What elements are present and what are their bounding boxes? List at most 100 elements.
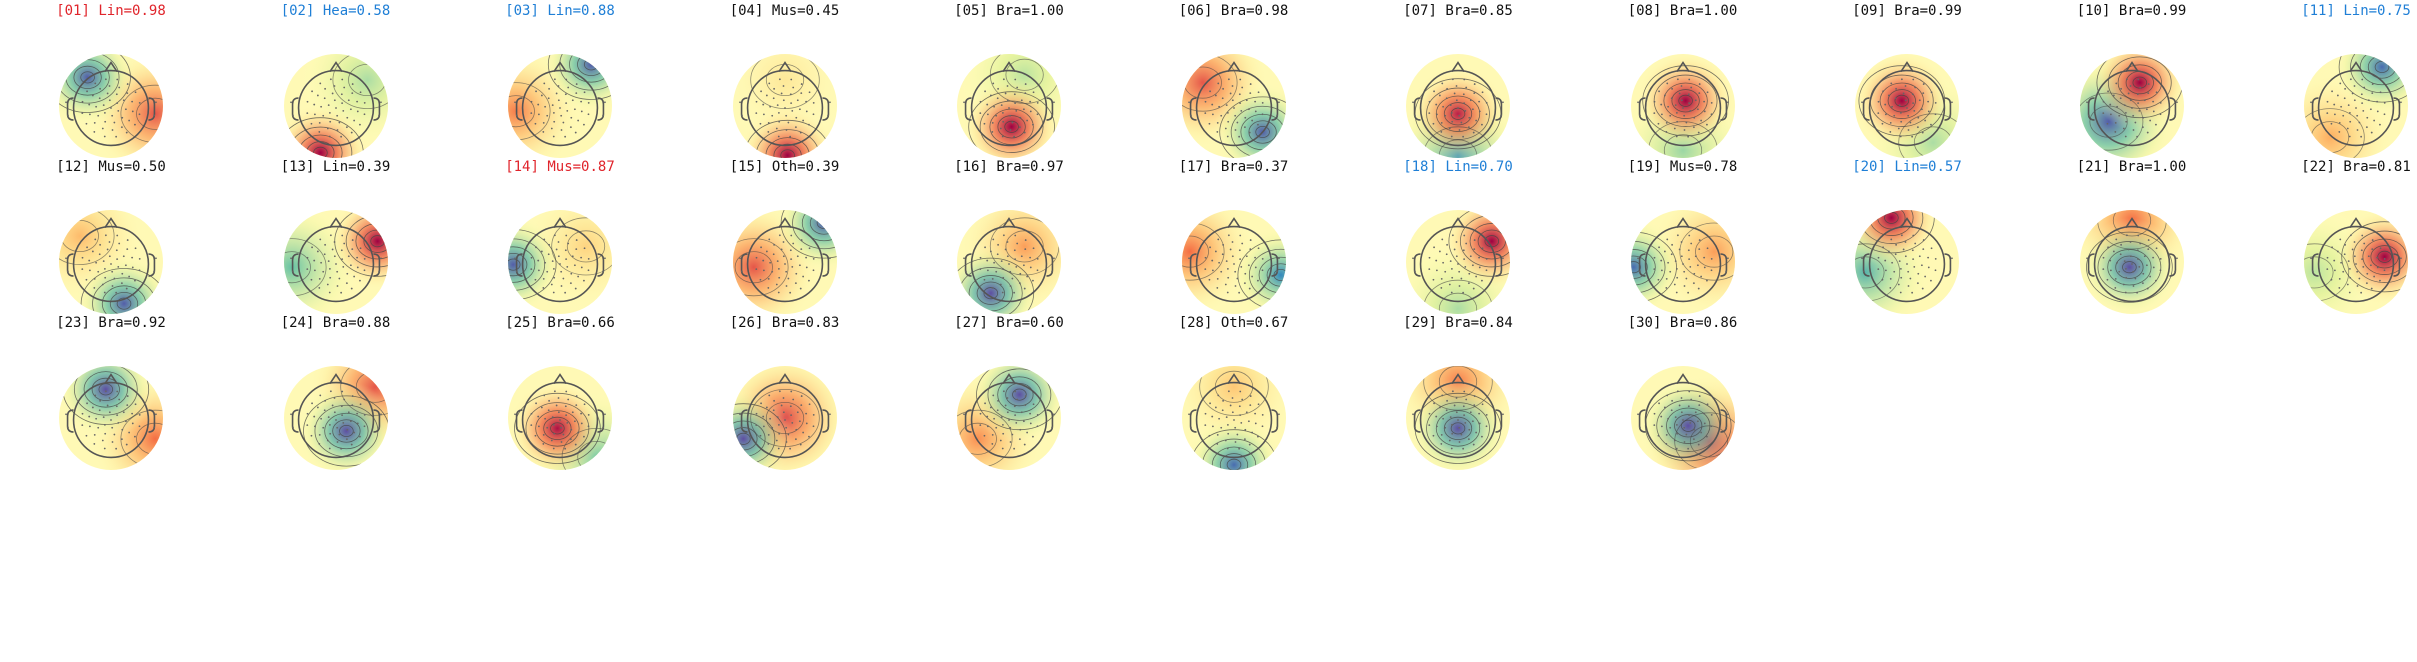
sensor-dot [340, 102, 343, 105]
sensor-dot [318, 238, 321, 241]
sensor-dot [318, 277, 321, 280]
sensor-dot [1261, 113, 1263, 116]
sensor-dot [1657, 246, 1660, 249]
sensor-dot [740, 270, 743, 273]
sensor-dot [1881, 122, 1884, 125]
sensor-dot [1710, 113, 1712, 116]
sensor-dot [2129, 99, 2132, 102]
sensor-dot [118, 242, 121, 245]
topomap-cell: [02] Hea=0.58 [224, 0, 448, 190]
sensor-dot [789, 258, 792, 261]
contour-line [59, 54, 131, 113]
sensor-dot [1914, 242, 1917, 245]
sensor-dot [2129, 241, 2131, 243]
sensor-dot [1261, 101, 1264, 104]
sensor-dot [85, 278, 88, 281]
sensor-dot [759, 90, 762, 93]
contour-line [2341, 221, 2408, 293]
scalp-topomap [1406, 366, 1510, 470]
sensor-dot [1684, 121, 1687, 124]
sensor-dot [1229, 92, 1232, 95]
sensor-dot [2155, 247, 2157, 250]
sensor-dot [754, 424, 757, 427]
sensor-dot [2356, 270, 2359, 273]
sensor-dot [777, 447, 780, 450]
sensor-dot [1951, 257, 1953, 260]
sensor-dot [1214, 94, 1217, 97]
sensor-dot [1460, 121, 1463, 124]
sensor-dot [1210, 259, 1213, 262]
sensor-dot [2360, 291, 2363, 294]
sensor-dot [1665, 82, 1668, 85]
sensor-dot [1699, 431, 1702, 434]
sensor-dot [799, 131, 802, 134]
contour-line [1894, 94, 1910, 107]
ear-outline [2393, 97, 2401, 121]
sensor-dot [801, 119, 804, 122]
sensor-dot [122, 411, 125, 414]
sensor-dot [1913, 109, 1916, 112]
sensor-dot [754, 112, 757, 115]
sensor-dot [336, 285, 338, 287]
contour-line [1426, 402, 1490, 455]
sensor-dot [1911, 291, 1914, 294]
sensor-dot [1441, 82, 1444, 85]
sensor-dot [1904, 85, 1907, 87]
sensor-dot [559, 107, 561, 109]
ear-outline [291, 253, 299, 277]
sensor-dot [786, 277, 789, 280]
sensor-dot [116, 102, 119, 105]
sensor-dot [1233, 426, 1236, 429]
sensor-dot [2152, 266, 2155, 269]
contour-line [91, 377, 120, 402]
sensor-dot [1450, 111, 1453, 114]
sensor-dot [999, 127, 1002, 130]
sensor-dot [108, 411, 111, 414]
sensor-dot [103, 111, 106, 114]
ear-outline [1638, 253, 1646, 277]
sensor-dot [115, 291, 118, 294]
sensor-dot [327, 416, 330, 419]
sensor-dot [1051, 426, 1053, 429]
sensor-dot [1016, 86, 1019, 89]
sensor-dot [1248, 131, 1251, 134]
sensor-dot [350, 131, 353, 134]
sensor-dot [138, 101, 141, 104]
scalp-topomap [2079, 210, 2184, 314]
sensor-dot [543, 238, 546, 241]
sensor-dot [777, 291, 780, 294]
contour-line [331, 419, 361, 443]
sensor-dot [1029, 422, 1032, 425]
ear-outline [1046, 253, 1054, 277]
sensor-dot [1917, 272, 1920, 275]
sensor-dot [1243, 282, 1246, 285]
contour-line [547, 54, 612, 100]
component-label: [21] Bra=1.00 [2076, 159, 2187, 175]
sensor-dot [2353, 241, 2356, 243]
ear-outline [372, 97, 380, 121]
topomap-cell: [19] Mus=0.78 [1571, 156, 1795, 346]
sensor-dot [573, 264, 576, 267]
nose-outline [777, 61, 792, 73]
sensor-dot [777, 135, 780, 138]
sensor-dot [118, 86, 121, 89]
sensor-dot [67, 270, 69, 273]
primary-field [957, 366, 1061, 470]
sensor-dot [537, 259, 540, 262]
contour-line [1443, 416, 1473, 441]
sensor-dot [65, 257, 67, 260]
sensor-dot [1909, 277, 1912, 280]
sensor-dot [804, 100, 807, 103]
sensor-dot [88, 269, 91, 272]
sensor-dot [1247, 264, 1250, 267]
sensor-dot [1666, 105, 1669, 108]
sensor-dot [1683, 285, 1685, 287]
sensor-dot [570, 428, 573, 431]
primary-field [732, 366, 837, 470]
sensor-dot [2361, 102, 2364, 105]
sensor-dot [350, 404, 353, 407]
primary-field [732, 54, 837, 158]
sensor-dot [989, 94, 992, 97]
sensor-dot [359, 403, 361, 406]
sensor-dot [562, 277, 565, 280]
